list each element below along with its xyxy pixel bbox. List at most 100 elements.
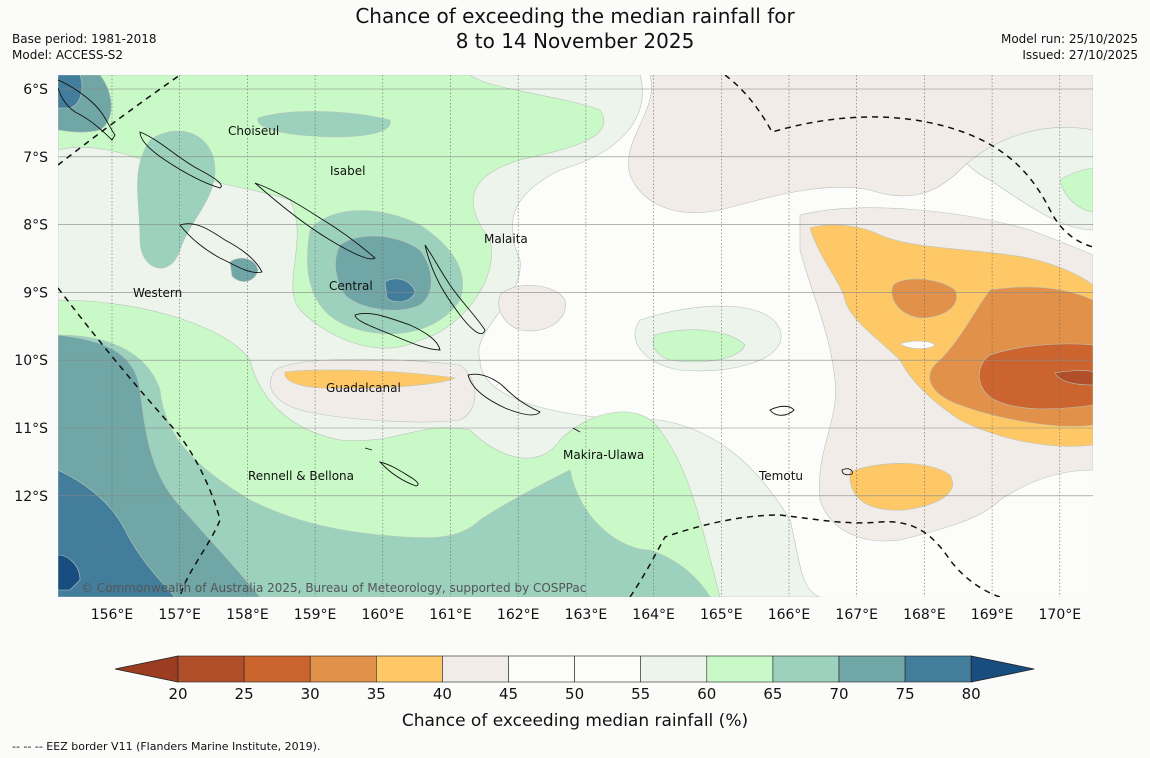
coast-new-georgia bbox=[179, 223, 263, 273]
colorbar-tick-label: 25 bbox=[235, 685, 254, 703]
coast-isabel bbox=[254, 182, 376, 260]
map-title: Chance of exceeding the median rainfall … bbox=[0, 4, 1150, 54]
colorbar-tick-label: 45 bbox=[499, 685, 518, 703]
colorbar-swatch bbox=[772, 655, 840, 683]
longitude-label: 167°E bbox=[835, 607, 878, 623]
eez-border-ne bbox=[724, 75, 1093, 248]
place-choiseul: Choiseul bbox=[228, 124, 279, 138]
latitude-label: 6°S bbox=[23, 82, 48, 98]
eez-border-west bbox=[58, 75, 181, 166]
meta-left: Base period: 1981-2018 Model: ACCESS-S2 bbox=[12, 31, 157, 63]
eez-footnote: -- -- -- EEZ border V11 (Flanders Marine… bbox=[12, 740, 321, 753]
colorbar-tick-label: 40 bbox=[433, 685, 452, 703]
colorbar-swatch bbox=[838, 655, 906, 683]
contour-60-65-ne bbox=[1059, 167, 1093, 213]
colorbar-swatch bbox=[574, 655, 641, 683]
model-text: Model: ACCESS-S2 bbox=[12, 48, 124, 62]
longitude-label: 165°E bbox=[700, 607, 743, 623]
contour-45-50-hole bbox=[899, 340, 936, 349]
colorbar-over-triangle bbox=[970, 655, 1035, 683]
meta-right: Model run: 25/10/2025 Issued: 27/10/2025 bbox=[1001, 31, 1138, 63]
model-run-text: Model run: 25/10/2025 bbox=[1000, 32, 1138, 46]
map-panel: © Commonwealth of Australia 2025, Bureau… bbox=[58, 75, 1093, 597]
copyright-text: © Commonwealth of Australia 2025, Bureau… bbox=[81, 581, 586, 595]
contour-above-80 bbox=[58, 554, 81, 591]
longitude-label: 159°E bbox=[294, 607, 337, 623]
latitude-label: 10°S bbox=[14, 353, 48, 369]
place-makira-ulawa: Makira-Ulawa bbox=[563, 448, 644, 462]
colorbar-swatch bbox=[177, 655, 245, 683]
colorbar-tick-label: 65 bbox=[763, 685, 782, 703]
issued-text: Issued: 27/10/2025 bbox=[1022, 48, 1138, 62]
colorbar-swatch bbox=[904, 655, 972, 683]
place-malaita: Malaita bbox=[484, 232, 528, 246]
longitude-label: 158°E bbox=[226, 607, 269, 623]
longitude-label: 156°E bbox=[91, 607, 134, 623]
graticule bbox=[58, 75, 1093, 597]
colorbar-swatch bbox=[508, 655, 575, 683]
longitude-label: 166°E bbox=[768, 607, 811, 623]
longitude-label: 160°E bbox=[362, 607, 405, 623]
latitude-label: 11°S bbox=[14, 421, 48, 437]
longitude-labels: 156°E 157°E 158°E 159°E 160°E 161°E 162°E 163°E… bbox=[91, 607, 1081, 623]
title-line-2: 8 to 14 November 2025 bbox=[455, 29, 695, 53]
place-temotu: Temotu bbox=[758, 469, 803, 483]
eez-border-sw bbox=[58, 287, 221, 597]
colorbar-tick-label: 60 bbox=[697, 685, 716, 703]
longitude-label: 163°E bbox=[565, 607, 608, 623]
colorbar-tick-label: 70 bbox=[829, 685, 848, 703]
colorbar-swatch bbox=[375, 655, 443, 683]
longitude-label: 164°E bbox=[632, 607, 675, 623]
coast-makira bbox=[378, 461, 419, 487]
colorbar-swatch bbox=[442, 655, 509, 683]
longitude-label: 170°E bbox=[1039, 607, 1082, 623]
colorbar-swatch bbox=[640, 655, 708, 683]
colorbar-tick-label: 50 bbox=[565, 685, 584, 703]
colorbar-label: Chance of exceeding median rainfall (%) bbox=[402, 711, 748, 731]
longitude-label: 169°E bbox=[971, 607, 1014, 623]
contour-40-45-mid bbox=[498, 285, 566, 332]
colorbar-tick-label: 80 bbox=[962, 685, 981, 703]
latitude-labels: 6°S 7°S 8°S 9°S 10°S 11°S 12°S bbox=[14, 82, 48, 505]
latitude-label: 9°S bbox=[23, 285, 48, 301]
coast-bougainville bbox=[58, 79, 116, 141]
colorbar-tick-label: 55 bbox=[631, 685, 650, 703]
longitude-label: 157°E bbox=[158, 607, 201, 623]
colorbar-swatch bbox=[309, 655, 377, 683]
contour-30-35-small bbox=[891, 278, 957, 319]
contour-60-65-east bbox=[652, 329, 746, 363]
coast-guadalcanal bbox=[467, 373, 541, 416]
place-rennell-bellona: Rennell & Bellona bbox=[248, 469, 354, 483]
contour-35-40-south bbox=[849, 463, 953, 511]
colorbar-tick-label: 30 bbox=[301, 685, 320, 703]
place-isabel: Isabel bbox=[330, 164, 365, 178]
eez-border-se bbox=[629, 514, 1001, 597]
longitude-label: 162°E bbox=[497, 607, 540, 623]
coast-malaita bbox=[424, 244, 486, 335]
colorbar-tick-label: 20 bbox=[168, 685, 187, 703]
contour-35-40-guad bbox=[284, 369, 457, 389]
coast-florida bbox=[354, 313, 441, 351]
contour-65-70-north bbox=[257, 111, 391, 138]
place-labels: Choiseul Isabel Malaita Western Central … bbox=[133, 124, 803, 483]
base-period-text: Base period: 1981-2018 bbox=[12, 32, 157, 46]
latitude-label: 12°S bbox=[14, 489, 48, 505]
contour-20-25-east bbox=[1054, 370, 1093, 386]
coast-rennell bbox=[364, 427, 581, 451]
latitude-label: 8°S bbox=[23, 218, 48, 234]
eez-borders bbox=[58, 75, 1093, 597]
colorbar-tick-label: 75 bbox=[896, 685, 915, 703]
colorbar-tick-label: 35 bbox=[367, 685, 386, 703]
coast-temotu bbox=[769, 405, 853, 476]
latitude-label: 7°S bbox=[23, 150, 48, 166]
longitude-label: 168°E bbox=[903, 607, 946, 623]
coastlines bbox=[58, 79, 853, 487]
place-guadalcanal: Guadalcanal bbox=[326, 381, 401, 395]
place-western: Western bbox=[133, 286, 182, 300]
place-central: Central bbox=[329, 279, 373, 293]
contour-75-80-sw bbox=[58, 469, 176, 597]
coast-choiseul bbox=[139, 131, 222, 189]
title-line-1: Chance of exceeding the median rainfall … bbox=[355, 4, 795, 28]
contour-65-70-sw bbox=[58, 334, 711, 597]
